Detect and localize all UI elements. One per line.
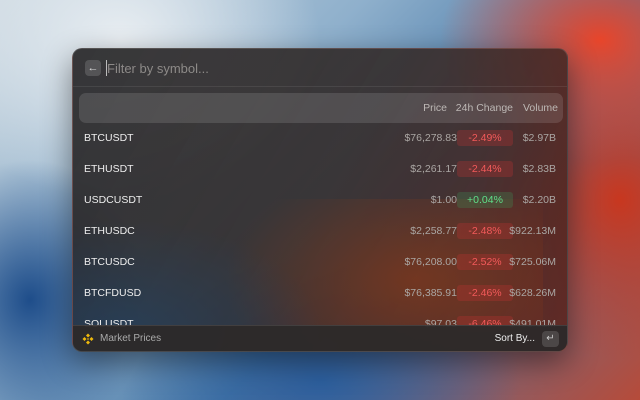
col-volume: Volume xyxy=(522,102,558,114)
change-badge: -2.48% xyxy=(457,223,513,239)
volume: $2.83B xyxy=(522,163,556,175)
table-header: Price 24h Change Volume xyxy=(79,93,563,123)
back-arrow-icon[interactable]: ← xyxy=(85,60,101,76)
symbol: BTCUSDC xyxy=(84,256,135,268)
filter-input[interactable] xyxy=(107,58,527,78)
table-row[interactable]: BTCUSDC $76,208.00 -2.52% $725.06M xyxy=(73,247,567,278)
price: $2,258.77 xyxy=(410,225,457,237)
market-prices-window: ← Price 24h Change Volume BTCUSDT $76,27… xyxy=(72,48,568,352)
volume: $725.06M xyxy=(509,256,556,268)
change-badge: -2.44% xyxy=(457,161,513,177)
price: $76,208.00 xyxy=(404,256,457,268)
col-price: Price xyxy=(423,102,447,114)
table-row[interactable]: BTCUSDT $76,278.83 -2.49% $2.97B xyxy=(73,123,567,154)
symbol: BTCFDUSD xyxy=(84,287,142,299)
change-badge: -2.52% xyxy=(457,254,513,270)
footer: Market Prices Sort By... ↵ xyxy=(73,325,567,351)
volume: $922.13M xyxy=(509,225,556,237)
symbol: USDCUSDT xyxy=(84,194,143,206)
table-row[interactable]: ETHUSDC $2,258.77 -2.48% $922.13M xyxy=(73,216,567,247)
volume: $2.20B xyxy=(522,194,556,206)
sort-by-button[interactable]: Sort By... xyxy=(494,333,535,344)
table-row[interactable]: ETHUSDT $2,261.17 -2.44% $2.83B xyxy=(73,154,567,185)
change-badge: -2.46% xyxy=(457,285,513,301)
search-bar: ← xyxy=(73,49,567,87)
price: $2,261.17 xyxy=(410,163,457,175)
table-row[interactable]: BTCFDUSD $76,385.91 -2.46% $628.26M xyxy=(73,278,567,309)
change-badge: +0.04% xyxy=(457,192,513,208)
table-row[interactable]: USDCUSDT $1.00 +0.04% $2.20B xyxy=(73,185,567,216)
enter-key-icon[interactable]: ↵ xyxy=(542,331,559,347)
volume: $628.26M xyxy=(509,287,556,299)
price: $76,385.91 xyxy=(404,287,457,299)
binance-logo-icon xyxy=(82,333,94,345)
symbol: BTCUSDT xyxy=(84,132,134,144)
volume: $2.97B xyxy=(522,132,556,144)
price: $76,278.83 xyxy=(404,132,457,144)
symbol: ETHUSDC xyxy=(84,225,135,237)
price: $1.00 xyxy=(430,194,457,206)
change-badge: -2.49% xyxy=(457,130,513,146)
symbol: ETHUSDT xyxy=(84,163,134,175)
footer-title: Market Prices xyxy=(100,333,162,344)
col-change: 24h Change xyxy=(455,102,513,114)
